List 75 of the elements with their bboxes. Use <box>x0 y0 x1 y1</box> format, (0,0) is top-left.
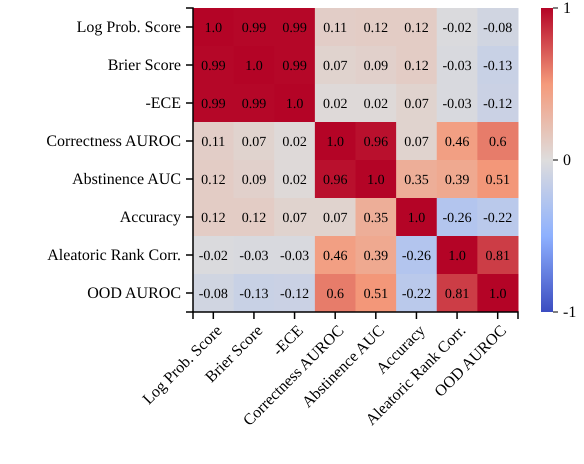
data-label: 0.11 <box>201 134 226 150</box>
data-label: 0.12 <box>242 210 266 226</box>
data-label: 0.12 <box>404 20 429 36</box>
data-label: 0.09 <box>364 58 388 74</box>
data-label: 0.02 <box>282 134 307 150</box>
data-label: 0.39 <box>364 248 388 264</box>
data-label: 0.02 <box>364 96 388 112</box>
data-label: -0.03 <box>442 96 472 112</box>
data-label: 1.0 <box>408 210 426 226</box>
data-label: 1.0 <box>448 248 466 264</box>
data-label: 0.96 <box>322 172 348 188</box>
y-tick-label: Log Prob. Score <box>76 19 181 36</box>
data-label: 0.12 <box>364 20 388 36</box>
data-label: 0.99 <box>242 96 266 112</box>
data-label: -0.22 <box>483 210 512 226</box>
data-label: -0.26 <box>402 248 432 264</box>
data-label: 0.07 <box>322 210 348 226</box>
data-label: 0.02 <box>282 172 307 188</box>
data-label: -0.03 <box>239 248 269 264</box>
y-tick-label: Abstinence AUC <box>72 171 181 188</box>
data-label: 0.99 <box>282 58 307 74</box>
data-label: 0.07 <box>404 96 429 112</box>
data-label: 0.12 <box>201 210 226 226</box>
data-label: -0.03 <box>442 58 472 74</box>
data-label: 0.09 <box>242 172 266 188</box>
data-label: 0.96 <box>364 134 388 150</box>
data-label: 0.51 <box>364 286 388 302</box>
data-label: -0.12 <box>483 96 512 112</box>
color-bar-label: 1 <box>563 0 571 18</box>
color-bar-label: -1 <box>563 304 576 322</box>
data-label: -0.26 <box>442 210 472 226</box>
data-label: 0.12 <box>404 58 429 74</box>
y-tick-label: -ECE <box>145 95 181 112</box>
data-label: 0.07 <box>242 134 266 150</box>
y-tick-label: Brier Score <box>108 57 181 74</box>
y-tick-label: Accuracy <box>120 209 181 226</box>
data-label: 0.11 <box>323 20 348 36</box>
data-label: 1.0 <box>204 20 222 36</box>
data-label: 1.0 <box>488 286 506 302</box>
data-label: 0.39 <box>444 172 470 188</box>
data-label: 0.81 <box>444 286 470 302</box>
data-label: -0.13 <box>483 58 512 74</box>
data-label: 0.07 <box>322 58 348 74</box>
data-label: -0.22 <box>402 286 432 302</box>
data-label: 0.07 <box>282 210 307 226</box>
data-label: 0.46 <box>322 248 348 264</box>
data-label: 0.6 <box>326 286 344 302</box>
data-label: 1.0 <box>245 58 263 74</box>
data-label: 0.6 <box>488 134 506 150</box>
data-label: -0.02 <box>442 20 472 36</box>
data-label: 0.46 <box>444 134 470 150</box>
data-label: 0.07 <box>404 134 429 150</box>
data-label: -0.12 <box>280 286 310 302</box>
data-label: 1.0 <box>367 172 385 188</box>
data-label: -0.13 <box>239 286 269 302</box>
data-label: 1.0 <box>326 134 344 150</box>
y-tick-label: Aleatoric Rank Corr. <box>47 247 181 264</box>
data-label: 0.99 <box>242 20 266 36</box>
data-label: 0.99 <box>201 58 226 74</box>
data-label: -0.02 <box>198 248 228 264</box>
data-label: -0.08 <box>483 20 512 36</box>
data-label: -0.03 <box>280 248 310 264</box>
data-label: 1.0 <box>286 96 304 112</box>
data-label: 0.81 <box>485 248 510 264</box>
data-label: -0.08 <box>198 286 228 302</box>
y-tick-label: OOD AUROC <box>87 285 181 302</box>
y-tick-label: Correctness AUROC <box>46 133 181 150</box>
data-label: 0.51 <box>485 172 510 188</box>
data-label: 0.35 <box>364 210 388 226</box>
data-label: 0.02 <box>322 96 348 112</box>
data-label: 0.35 <box>404 172 429 188</box>
data-label: 0.99 <box>282 20 307 36</box>
data-label: 0.99 <box>201 96 226 112</box>
data-label: 0.12 <box>201 172 226 188</box>
color-bar-label: 0 <box>563 152 571 170</box>
